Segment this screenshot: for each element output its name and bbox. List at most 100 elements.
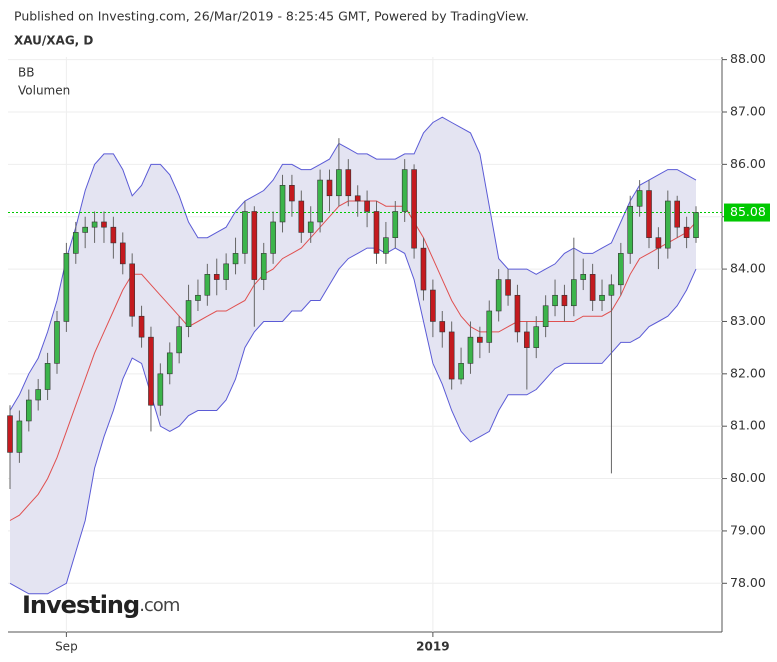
candle-body: [477, 336, 483, 343]
candle-body: [195, 294, 201, 301]
candle-body: [82, 226, 88, 233]
band-fill: [10, 117, 696, 594]
axis-labels: 78.0079.0080.0081.0082.0083.0084.0085.00…: [55, 51, 770, 654]
candle-body: [270, 221, 276, 254]
lower-band: [9, 247, 697, 595]
candle-body: [251, 211, 258, 280]
candle-body: [618, 253, 624, 286]
candle-body: [533, 326, 540, 348]
candle-body: [599, 294, 605, 301]
candle-body: [571, 279, 577, 307]
candle-body: [279, 185, 286, 223]
candle-body: [636, 190, 643, 207]
candle-body: [232, 253, 239, 265]
candle-body: [138, 315, 145, 338]
candle-body: [223, 263, 229, 280]
y-tick-label: 78.00: [730, 575, 766, 590]
candle-body: [693, 212, 699, 238]
candle-body: [524, 331, 530, 348]
candle-body: [580, 274, 587, 280]
candle-body: [364, 200, 370, 212]
candle-body: [91, 221, 98, 228]
candle-body: [665, 200, 671, 249]
candle-body: [7, 415, 13, 453]
candle-body: [101, 221, 107, 228]
last-price-label: 85.08: [730, 204, 766, 219]
y-tick-label: 84.00: [730, 261, 766, 276]
candle-body: [683, 226, 690, 238]
candle-body: [646, 190, 652, 238]
candle-body: [129, 263, 135, 317]
candle-body: [589, 274, 596, 301]
candle-body: [411, 169, 417, 249]
candle-body: [242, 211, 248, 254]
candle-body: [119, 242, 126, 265]
candle-body: [430, 289, 436, 322]
candle-body: [185, 300, 192, 327]
candle-body: [495, 279, 502, 312]
candle-body: [307, 221, 314, 233]
y-tick-label: 81.00: [730, 418, 766, 433]
candle-body: [514, 294, 521, 333]
symbol: XAU/XAG, D: [14, 34, 93, 48]
candle-body: [458, 363, 464, 380]
candle-body: [552, 294, 558, 307]
y-tick-label: 83.00: [730, 313, 766, 328]
candle-body: [674, 200, 681, 228]
candle-body: [260, 253, 267, 280]
candle-body: [44, 363, 51, 390]
candle-body: [373, 211, 380, 254]
y-tick-label: 88.00: [730, 51, 766, 66]
candle-body: [326, 179, 333, 197]
candle-body: [317, 179, 323, 223]
candle-body: [392, 211, 399, 238]
candle-body: [383, 237, 389, 254]
legend-entry: Volumen: [18, 84, 70, 98]
candle-body: [420, 247, 427, 291]
candle-body: [289, 185, 295, 202]
middle-band: [9, 200, 697, 521]
candle-body: [542, 305, 549, 327]
y-tick-label: 80.00: [730, 470, 766, 485]
candle-body: [157, 373, 164, 406]
bollinger-bands: [9, 116, 697, 595]
candle-body: [448, 331, 455, 380]
upper-band: [9, 116, 697, 411]
candle-body: [627, 205, 634, 254]
candle-body: [505, 279, 511, 296]
candle-body: [204, 274, 211, 296]
candle-body: [176, 326, 182, 354]
candle-body: [63, 253, 70, 322]
watermark-suffix: .com: [139, 595, 179, 616]
candle-body: [166, 352, 173, 375]
candle-body: [608, 284, 615, 296]
x-tick-label: 2019: [416, 640, 449, 654]
candle-body: [354, 195, 361, 202]
candle-body: [213, 274, 220, 280]
candle-body: [345, 169, 352, 197]
candle-body: [54, 321, 60, 364]
candle-body: [35, 389, 41, 401]
y-tick-label: 87.00: [730, 103, 766, 118]
y-tick-label: 82.00: [730, 365, 766, 380]
legend-entry: BB: [18, 66, 34, 80]
candle-body: [655, 237, 662, 249]
watermark-brand: Investing: [22, 591, 139, 619]
candle-body: [25, 399, 32, 422]
candles: [7, 138, 722, 490]
published-note: Published on Investing.com, 26/Mar/2019 …: [14, 9, 529, 24]
candle-body: [148, 336, 154, 406]
candle-body: [298, 200, 305, 233]
candle-body: [72, 232, 79, 254]
candle-body: [336, 169, 342, 197]
candle-body: [16, 420, 23, 453]
candle-body: [110, 226, 117, 244]
candle-body: [401, 169, 408, 212]
y-tick-label: 79.00: [730, 522, 766, 537]
candle-body: [486, 310, 493, 343]
y-tick-label: 86.00: [730, 156, 766, 171]
x-tick-label: Sep: [55, 640, 78, 654]
candle-body: [561, 294, 568, 307]
candle-body: [439, 321, 446, 333]
